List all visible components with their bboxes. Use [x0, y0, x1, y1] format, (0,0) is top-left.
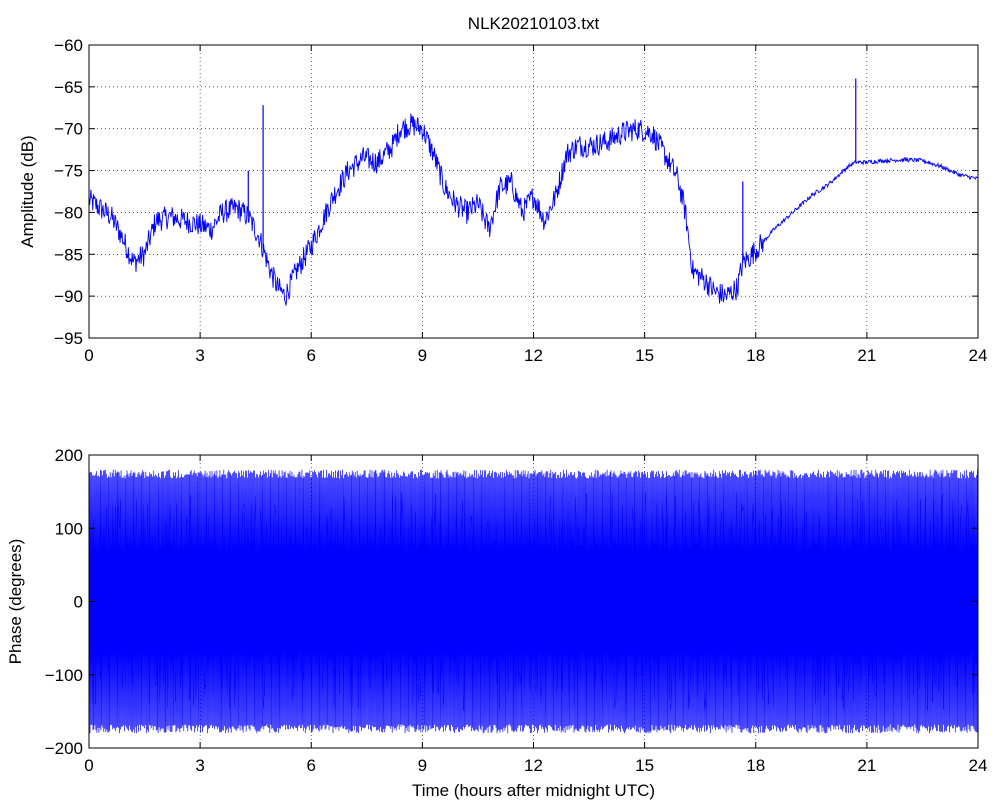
y-tick-label: −60 [54, 36, 83, 55]
y-tick-label: −65 [54, 78, 83, 97]
amplitude-plot: 0 3 6 9 12 15 18 21 24 −95 −90 −85 −80 −75 −70 −65 −60 NL… [18, 14, 987, 365]
y-tick-label: 0 [74, 593, 83, 612]
y-tick-label: −70 [54, 120, 83, 139]
amplitude-series-line [89, 113, 978, 306]
x-axis-label: Time (hours after midnight UTC) [412, 781, 655, 800]
y-tick-label: −80 [54, 203, 83, 222]
x-tick-label: 18 [746, 346, 765, 365]
y-tick-label: −75 [54, 162, 83, 181]
x-tick-label: 3 [195, 346, 204, 365]
y-tick-label: −95 [54, 329, 83, 348]
x-tick-label: 18 [746, 756, 765, 775]
y-tick-label: −100 [45, 666, 83, 685]
phase-plot: 0 3 6 9 12 15 18 21 24 −200 −100 0 100 200 Time (hours… [6, 446, 987, 800]
x-tick-label: 24 [969, 346, 988, 365]
x-tick-label: 6 [307, 756, 316, 775]
x-tick-label: 15 [635, 346, 654, 365]
plot-area [89, 45, 978, 338]
x-tick-label: 15 [635, 756, 654, 775]
y-tick-label: 200 [55, 446, 83, 465]
x-tick-label: 12 [524, 346, 543, 365]
x-tick-label: 0 [84, 346, 93, 365]
y-axis-label: Phase (degrees) [6, 539, 25, 665]
phase-series-line [89, 469, 978, 734]
y-tick-label: 100 [55, 519, 83, 538]
y-tick-label: −85 [54, 245, 83, 264]
series-group [89, 469, 978, 734]
x-tick-label: 9 [418, 346, 427, 365]
chart-title: NLK20210103.txt [468, 14, 600, 33]
x-tick-label: 12 [524, 756, 543, 775]
x-tick-label: 9 [418, 756, 427, 775]
x-tick-label: 21 [857, 756, 876, 775]
x-tick-label: 0 [84, 756, 93, 775]
x-tick-label: 6 [307, 346, 316, 365]
x-tick-label: 24 [969, 756, 988, 775]
x-tick-label: 21 [857, 346, 876, 365]
y-tick-label: −90 [54, 287, 83, 306]
phase-series-fill [89, 491, 978, 712]
y-tick-label: −200 [45, 739, 83, 758]
series-group [89, 78, 978, 306]
x-tick-label: 3 [195, 756, 204, 775]
y-axis-label: Amplitude (dB) [18, 135, 37, 247]
